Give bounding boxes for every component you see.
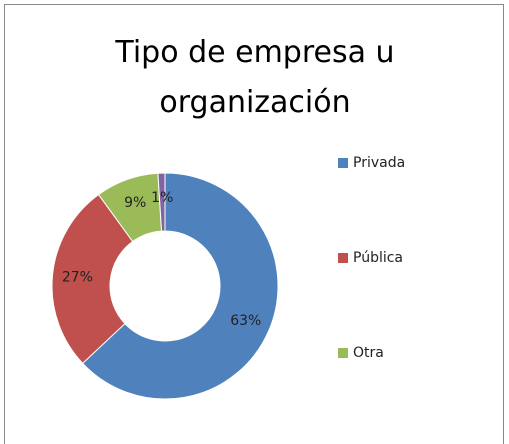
legend-swatch [338, 253, 348, 263]
legend-label: Otra [353, 345, 384, 361]
donut-slice [51, 193, 134, 365]
legend-swatch [338, 158, 348, 168]
chart-title: Tipo de empresa u organización [115, 35, 395, 120]
data-label: 1% [151, 190, 173, 206]
donut-slice [81, 172, 279, 400]
frame [4, 4, 504, 444]
legend-label: Pública [353, 250, 403, 266]
legend-label: Privada [353, 155, 405, 171]
legend-swatch [338, 348, 348, 358]
data-label: 63% [230, 313, 261, 329]
data-label: 9% [124, 195, 146, 211]
donut-slice [157, 172, 166, 232]
data-label: 27% [62, 270, 93, 286]
